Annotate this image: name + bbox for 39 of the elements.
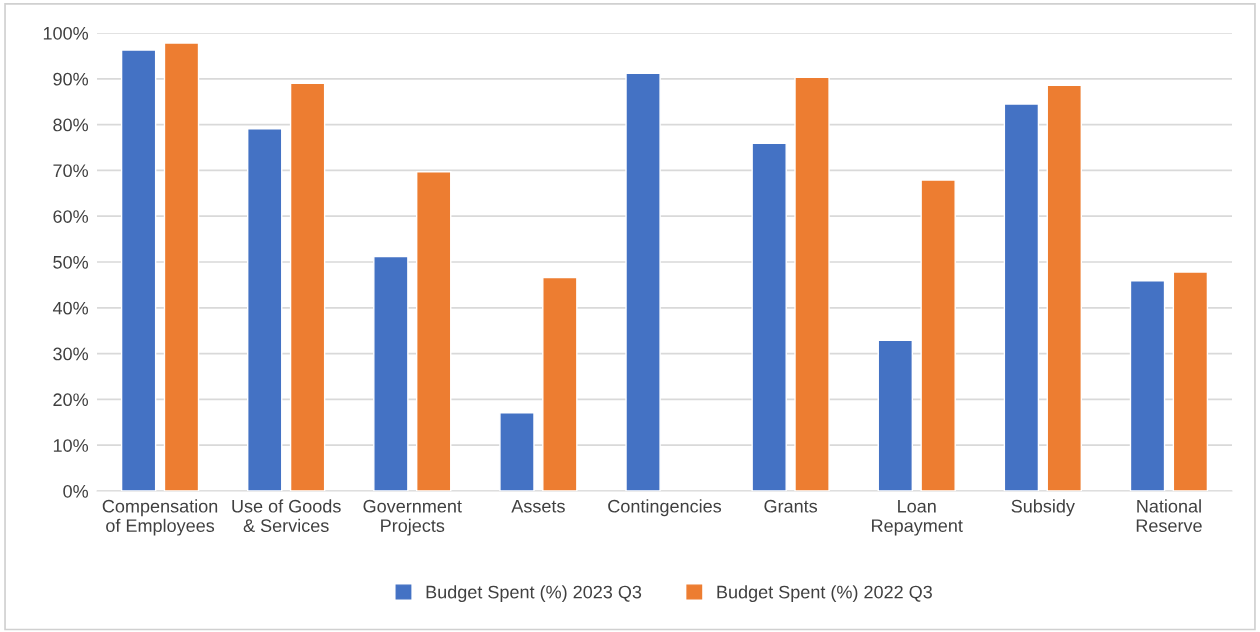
bar — [625, 72, 661, 491]
y-tick-label: 70% — [53, 164, 89, 178]
x-tick-label: National Reserve — [1136, 499, 1202, 533]
legend-label: Budget Spent (%) 2022 Q3 — [717, 585, 932, 603]
bar — [751, 142, 787, 491]
x-tick-label: Compensation of Employees — [102, 499, 218, 536]
bar — [415, 171, 452, 491]
bar — [920, 179, 956, 491]
bar — [1172, 271, 1209, 491]
x-tick-label: Subsidy — [1011, 499, 1075, 517]
bar — [1129, 280, 1166, 491]
bar — [120, 49, 157, 491]
x-tick-label: Assets — [511, 500, 565, 513]
legend-label: Budget Spent (%) 2023 Q3 — [426, 585, 642, 603]
bar — [499, 411, 535, 491]
x-tick-label: Contingencies — [608, 499, 722, 517]
bar — [373, 255, 409, 491]
bar — [1046, 84, 1082, 491]
y-tick-label: 0% — [63, 484, 89, 498]
x-tick-label: Loan Repayment — [872, 500, 963, 536]
bar — [1003, 103, 1040, 491]
x-tick-label: Grants — [764, 499, 818, 513]
bar — [163, 42, 200, 491]
y-tick-label: 80% — [53, 118, 89, 132]
y-tick-label: 90% — [53, 72, 89, 86]
y-tick-label: 50% — [53, 255, 89, 269]
y-tick-label: 20% — [53, 393, 89, 407]
bar — [542, 276, 578, 491]
x-tick-label: Use of Goods & Services — [232, 499, 341, 533]
bar — [247, 128, 283, 491]
y-tick-label: 40% — [52, 301, 89, 315]
y-tick-label: 30% — [53, 347, 89, 361]
bar — [794, 76, 830, 491]
y-tick-label: 60% — [53, 210, 89, 223]
y-tick-label: 10% — [53, 439, 89, 452]
bar — [877, 339, 914, 491]
x-tick-label: Government Projects — [363, 499, 462, 536]
bar — [289, 82, 326, 491]
y-tick-label: 100% — [43, 26, 89, 40]
